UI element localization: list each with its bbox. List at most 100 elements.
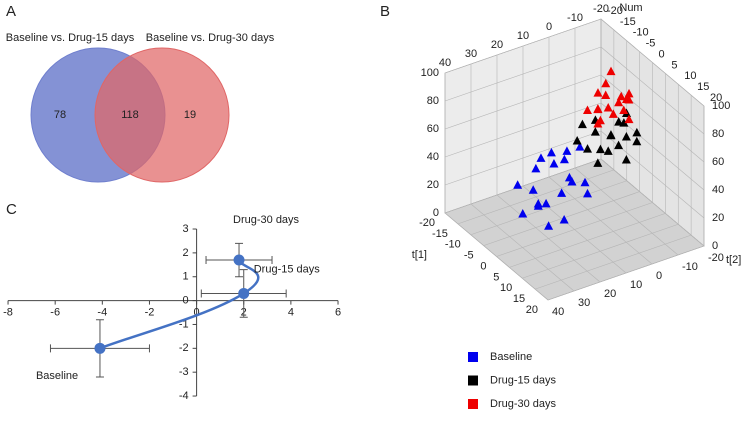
y-tick-label: -20: [593, 3, 609, 15]
point: [593, 88, 603, 97]
legend-label: Baseline: [490, 351, 532, 363]
grid-line: [600, 158, 705, 247]
x-tick-label: 5: [671, 59, 677, 71]
point-label: Baseline: [36, 370, 78, 382]
x-tick-label: 0: [659, 48, 665, 60]
point: [632, 127, 642, 137]
x-tick-label: 4: [288, 307, 294, 319]
x-tick-label: -15: [432, 228, 448, 240]
curve: [99, 259, 260, 350]
point: [575, 142, 585, 151]
point: [559, 154, 569, 164]
panel-label: A: [6, 3, 16, 20]
legend-label: Drug-15 days: [490, 374, 557, 386]
point: [533, 199, 543, 208]
z-tick-label: 40: [712, 184, 724, 196]
point: [601, 78, 611, 88]
point: [238, 287, 250, 299]
point: [601, 90, 611, 99]
count-label: 78: [54, 109, 66, 121]
point: [577, 119, 587, 129]
y-tick-label: 0: [656, 270, 662, 282]
point: [616, 91, 626, 101]
legend-swatch: [468, 375, 478, 386]
set-title: Baseline vs. Drug-30 days: [146, 32, 275, 44]
point: [94, 342, 106, 354]
point: [562, 146, 572, 155]
point: [619, 105, 629, 114]
x-tick-label: -10: [445, 239, 461, 251]
x-tick-label: 5: [493, 271, 499, 283]
z-tick-label: 80: [712, 128, 724, 140]
y-tick-label: 2: [182, 247, 188, 259]
grid-line: [574, 167, 679, 256]
x-tick-label: -8: [3, 307, 13, 319]
z-tick-label: 60: [712, 156, 724, 168]
z-tick-label: 80: [427, 95, 439, 107]
x-tick-label: 0: [194, 307, 200, 319]
point: [606, 66, 616, 76]
y-tick-label: -1: [179, 318, 189, 330]
point: [614, 117, 624, 126]
point: [614, 97, 624, 107]
point: [583, 144, 593, 153]
y-tick-label: 20: [491, 39, 503, 51]
y-tick-label: 40: [552, 306, 564, 318]
point: [593, 158, 603, 167]
point: [593, 118, 603, 128]
set-title: Baseline vs. Drug-15 days: [6, 32, 135, 44]
grid-line: [522, 185, 627, 274]
point: [531, 163, 541, 173]
y-tick-label: -10: [567, 12, 583, 24]
z-tick-label: 60: [427, 123, 439, 135]
x-tick-label: -10: [633, 27, 649, 39]
y-tick-label: -10: [682, 261, 698, 273]
y-tick-label: 10: [630, 279, 642, 291]
point: [621, 154, 631, 164]
point: [603, 103, 613, 112]
point: [528, 185, 538, 194]
point: [632, 136, 642, 146]
point: [544, 221, 554, 230]
z-tick-label: 0: [712, 240, 718, 252]
y-tick-label: 0: [546, 21, 552, 33]
point: [590, 127, 600, 136]
x-tick-label: 15: [513, 293, 525, 305]
point: [559, 214, 569, 224]
x-tick-label: 15: [697, 81, 709, 93]
x-tick-label: 20: [526, 304, 538, 316]
x-tick-label: 0: [480, 260, 486, 272]
grid-line: [444, 212, 549, 301]
x-tick-label: -15: [620, 16, 636, 28]
point: [536, 153, 546, 162]
point: [580, 177, 590, 187]
x-axis-label: t[1]: [412, 249, 427, 261]
point: [518, 208, 528, 218]
point: [603, 146, 613, 155]
grid-line: [470, 203, 575, 292]
z-tick-label: 100: [421, 67, 439, 79]
point-label: Drug-30 days: [233, 214, 300, 226]
legend-swatch: [468, 399, 478, 409]
grid-line: [496, 194, 601, 283]
set-circle: [94, 47, 230, 183]
point: [572, 135, 582, 145]
point: [606, 130, 616, 139]
point: [624, 88, 634, 98]
point: [621, 132, 631, 141]
y-axis-label: t[2]: [726, 254, 741, 266]
legend-label: Drug-30 days: [490, 398, 557, 410]
y-tick-label: 10: [517, 30, 529, 42]
point: [567, 176, 577, 186]
z-tick-label: 100: [712, 100, 730, 112]
point: [614, 140, 624, 150]
x-tick-label: -5: [464, 250, 474, 262]
x-tick-label: -20: [419, 217, 435, 229]
point: [549, 158, 559, 168]
y-tick-label: 40: [439, 57, 451, 69]
point: [233, 254, 245, 266]
point: [583, 188, 593, 198]
y-tick-label: 20: [604, 288, 616, 300]
point: [546, 147, 556, 157]
z-axis-label: Num: [619, 2, 642, 14]
